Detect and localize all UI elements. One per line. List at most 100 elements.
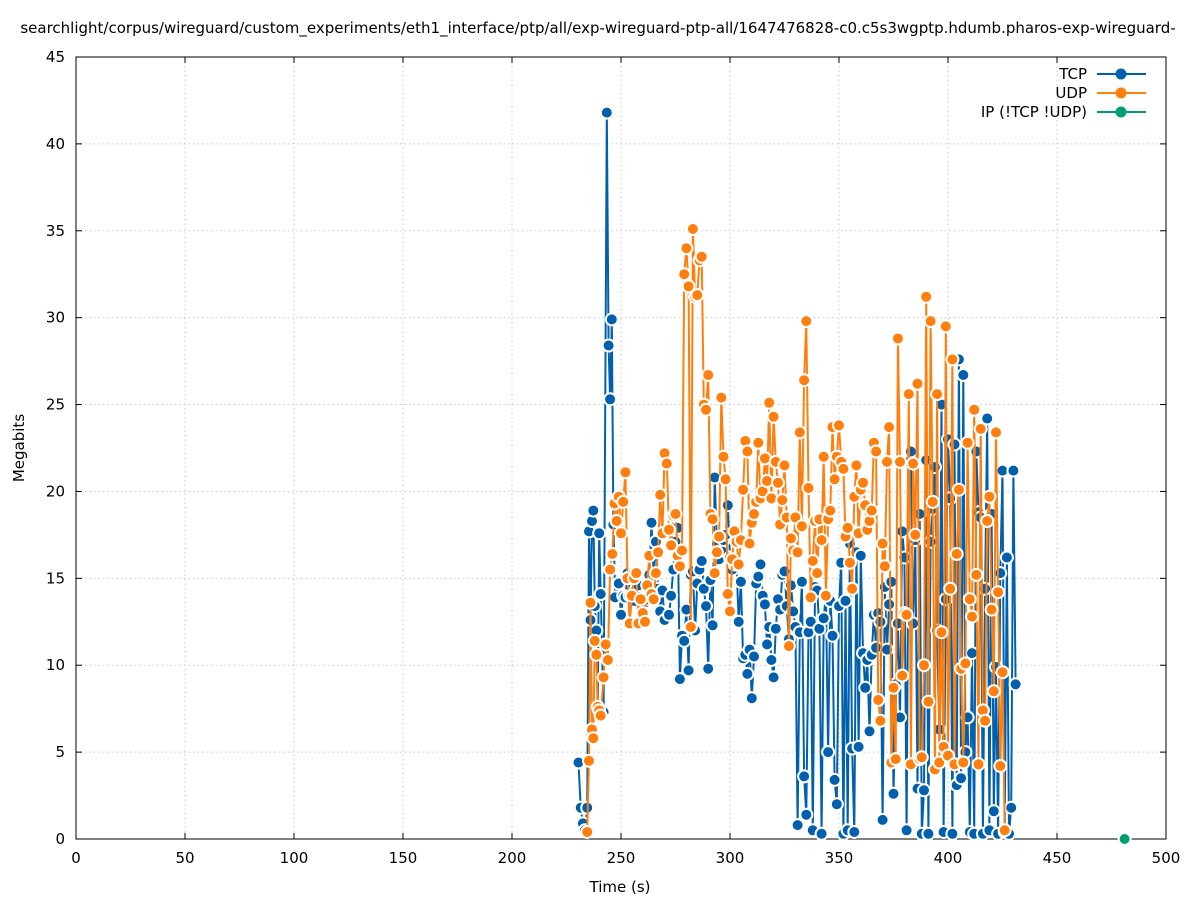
x-tick-label: 100 [280,849,309,867]
data-point [599,105,614,120]
data-point [923,534,938,549]
legend-label: IP (!TCP !UDP) [981,103,1087,121]
data-point [675,543,689,558]
data-point [993,759,1008,773]
data-point [784,531,798,546]
data-point [762,395,777,410]
data-point [747,507,761,521]
data-point [901,387,916,402]
data-point [618,465,633,480]
data-point [616,494,631,509]
data-point [956,368,971,382]
data-point [794,574,809,589]
data-point [917,658,931,673]
x-tick-label: 350 [825,849,854,867]
data-point [919,289,934,304]
data-point [882,597,897,612]
data-point [849,458,864,473]
data-point [681,279,696,294]
data-point [965,609,979,624]
data-point [629,566,644,581]
y-tick-label: 45 [46,48,65,66]
y-axis-title: Megabits [10,414,28,482]
data-point [869,444,884,459]
data-point [814,826,829,841]
data-point [888,752,903,767]
data-point [664,538,679,553]
data-point [775,493,790,508]
data-point [956,755,971,770]
data-point [999,550,1014,565]
data-point [886,680,901,695]
legend-marker [1115,68,1127,80]
y-tick-label: 10 [46,656,65,674]
series-layer [571,105,1132,846]
data-point [871,693,886,707]
data-point [701,661,716,676]
data-point [580,825,595,839]
legend-marker [1115,87,1127,99]
plot-border [75,56,1167,840]
data-point [816,449,831,464]
data-point [886,786,901,801]
data-point [723,604,737,619]
data-point [814,533,829,548]
series-2 [1117,832,1132,846]
data-point [832,418,846,433]
data-point [895,668,910,683]
data-point [945,826,960,841]
y-tick-label: 35 [46,222,65,240]
data-point [740,444,755,459]
data-point [777,564,792,579]
y-tick-label: 5 [55,743,65,761]
data-point [740,666,755,681]
data-point [604,312,619,327]
data-point [903,444,918,459]
data-point [899,823,914,838]
data-point [679,241,694,256]
x-axis-title: Time (s) [589,878,651,896]
data-point [694,249,709,264]
data-point [914,750,929,765]
data-point [1008,677,1023,692]
data-point [893,454,907,469]
data-point [862,724,877,739]
data-point [771,475,785,490]
data-point [875,536,890,551]
data-point [847,825,862,839]
data-point [644,515,659,530]
data-point [799,314,814,329]
data-point [947,437,962,452]
data-point [633,592,648,607]
data-point [993,566,1008,581]
data-point [882,420,897,435]
data-point [803,590,818,605]
data-point [906,456,921,471]
y-tick-label: 0 [55,830,65,848]
data-point [829,797,844,812]
data-point [707,566,722,581]
data-point [731,614,746,629]
data-point [921,826,936,841]
data-point [751,435,766,450]
y-tick-label: 25 [46,396,65,414]
data-point [875,812,890,827]
data-point [986,804,1001,819]
x-tick-label: 250 [607,849,636,867]
data-point [949,547,964,561]
data-point [873,713,888,728]
data-point [925,494,940,509]
data-point [751,569,766,584]
data-point [583,595,598,610]
data-point [592,526,607,541]
legend-label: TCP [1058,65,1087,83]
data-point [714,390,729,405]
data-point [823,503,838,518]
data-point [818,588,833,603]
data-point [659,456,674,471]
data-point [845,581,860,596]
data-point [681,663,696,678]
data-point [960,435,975,450]
